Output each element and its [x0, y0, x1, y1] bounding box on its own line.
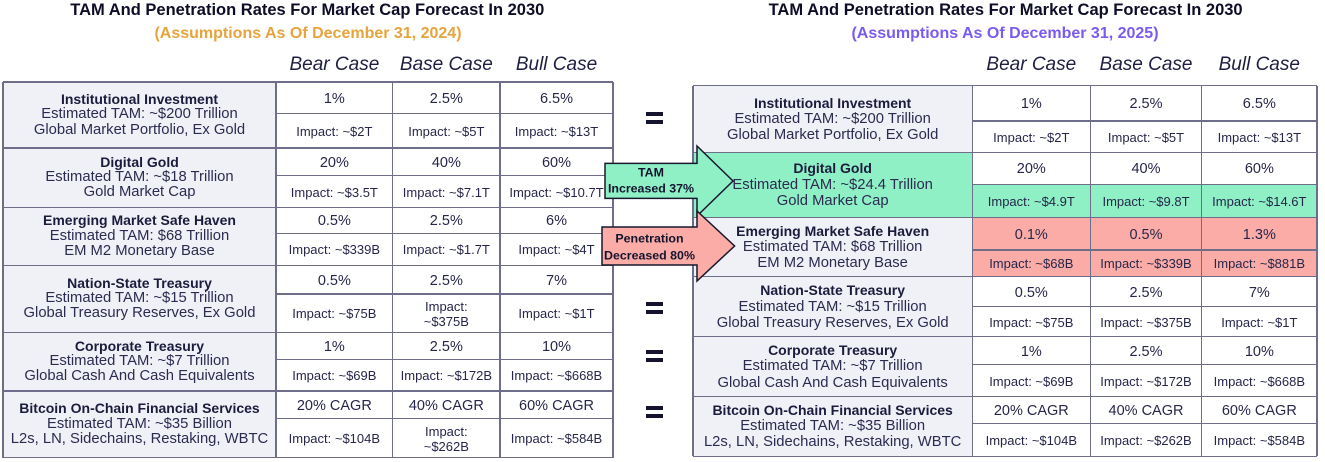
svg-text:Decreased 80%: Decreased 80%: [604, 249, 695, 263]
svg-text:TAM: TAM: [638, 166, 664, 180]
svg-text:Increased 37%: Increased 37%: [608, 182, 694, 196]
svg-text:Penetration: Penetration: [615, 232, 683, 246]
